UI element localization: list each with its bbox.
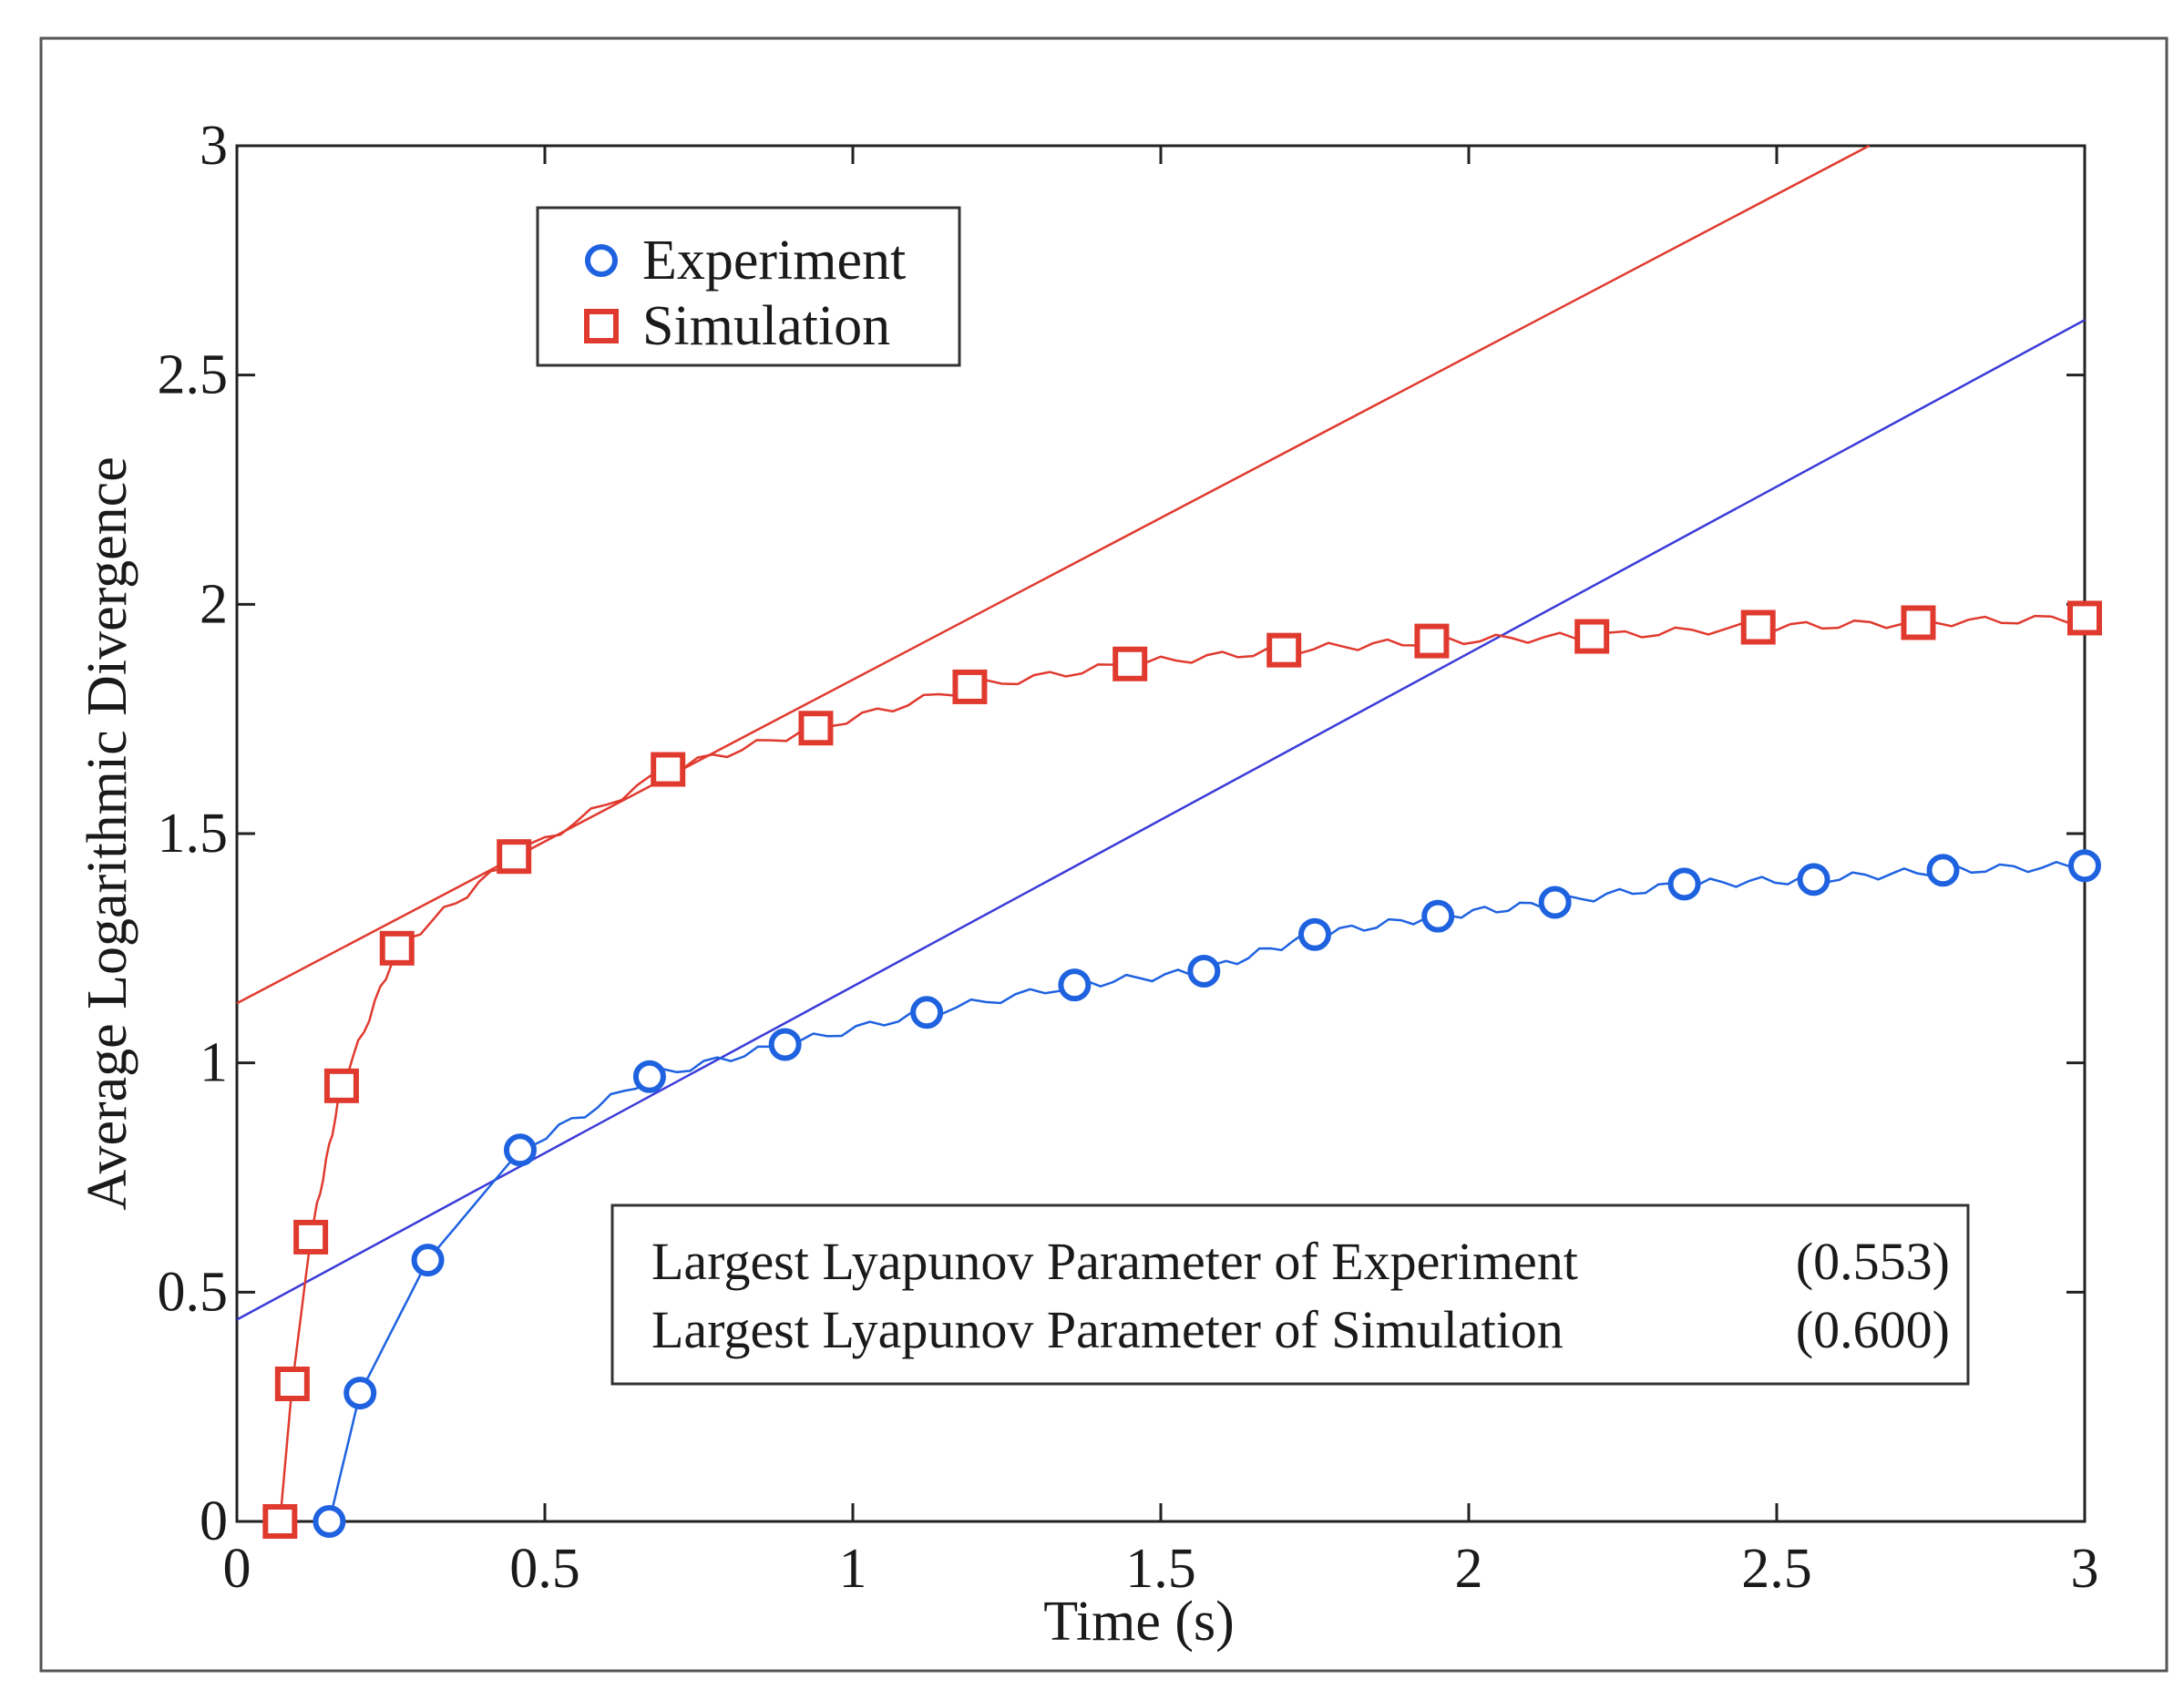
experiment-point — [1538, 886, 1572, 919]
y-axis-title: Average Logarithmic Divergence — [77, 456, 138, 1210]
experiment-point — [2068, 849, 2101, 883]
simulation-point — [497, 839, 532, 875]
experiment-point — [313, 1505, 346, 1538]
experiment-point — [768, 1028, 802, 1061]
marker-layer — [262, 600, 2102, 1539]
annotation-simulation-label: Largest Lyapunov Parameter of Simulation — [651, 1300, 1564, 1359]
experiment-point — [1667, 867, 1701, 901]
axis-layer: 0 0.5 1 1.5 2 2.5 3 0 0.5 1 1.5 2 2.5 3 — [158, 115, 2099, 1600]
x-tick-label: 0.5 — [509, 1538, 580, 1600]
annotation-experiment-value: (0.553) — [1796, 1232, 1950, 1291]
annotation-box — [610, 1203, 1970, 1386]
y-tick-label: 0.5 — [158, 1261, 229, 1323]
simulation-point — [952, 669, 988, 704]
experiment-point — [411, 1244, 445, 1277]
x-tick-label: 2 — [1455, 1538, 1483, 1600]
experiment-point — [343, 1377, 377, 1410]
x-tick-label: 1.5 — [1125, 1538, 1196, 1600]
simulation-point — [1414, 623, 1450, 659]
simulation-point — [262, 1504, 298, 1539]
annotation-simulation-value: (0.600) — [1796, 1300, 1950, 1359]
experiment-fit-line — [236, 319, 2086, 1321]
simulation-point — [1266, 632, 1302, 668]
x-tick-label: 0 — [223, 1538, 251, 1600]
y-tick-label: 2.5 — [158, 344, 229, 406]
simulation-point — [798, 711, 834, 746]
experiment-point — [632, 1060, 666, 1093]
annotation-experiment-label: Largest Lyapunov Parameter of Experiment — [651, 1232, 1578, 1291]
simulation-point — [379, 930, 415, 966]
experiment-point — [910, 996, 944, 1029]
experiment-point — [1058, 968, 1092, 1002]
lyapunov-annotation: Largest Lyapunov Parameter of Experiment… — [610, 1203, 1970, 1386]
legend-experiment-marker-icon — [585, 244, 618, 277]
simulation-point — [323, 1068, 359, 1103]
simulation-point — [1113, 646, 1148, 681]
experiment-point — [1926, 854, 1960, 887]
y-tick-label: 0 — [200, 1490, 228, 1552]
legend-simulation-marker-icon — [584, 309, 619, 343]
simulation-point — [1574, 619, 1610, 654]
series-layer — [279, 614, 2086, 1522]
simulation-point — [274, 1367, 310, 1401]
simulation-point — [651, 752, 686, 787]
experiment-point — [1797, 863, 1830, 896]
x-tick-label: 2.5 — [1741, 1538, 1812, 1600]
y-tick-label: 1 — [200, 1032, 228, 1094]
experiment-point — [1298, 917, 1331, 951]
figure-frame — [39, 36, 2169, 1673]
y-tick-label: 2 — [200, 573, 228, 635]
simulation-series-line — [279, 614, 2086, 1522]
x-axis-title: Time (s) — [1043, 1591, 1235, 1653]
legend-experiment-label: Experiment — [642, 230, 906, 292]
legend-simulation-label: Simulation — [642, 295, 890, 357]
y-tick-label: 3 — [200, 115, 228, 177]
y-tick-label: 1.5 — [158, 803, 229, 865]
legend: Experiment Simulation — [536, 206, 961, 367]
experiment-point — [1187, 955, 1221, 988]
experiment-series-line — [328, 860, 2086, 1522]
simulation-point — [1901, 605, 1936, 640]
simulation-point — [1740, 609, 1776, 645]
x-tick-label: 3 — [2071, 1538, 2099, 1600]
experiment-point — [503, 1133, 537, 1167]
experiment-point — [1421, 899, 1455, 933]
simulation-point — [293, 1219, 329, 1255]
x-tick-label: 1 — [839, 1538, 867, 1600]
simulation-point — [2067, 600, 2102, 636]
